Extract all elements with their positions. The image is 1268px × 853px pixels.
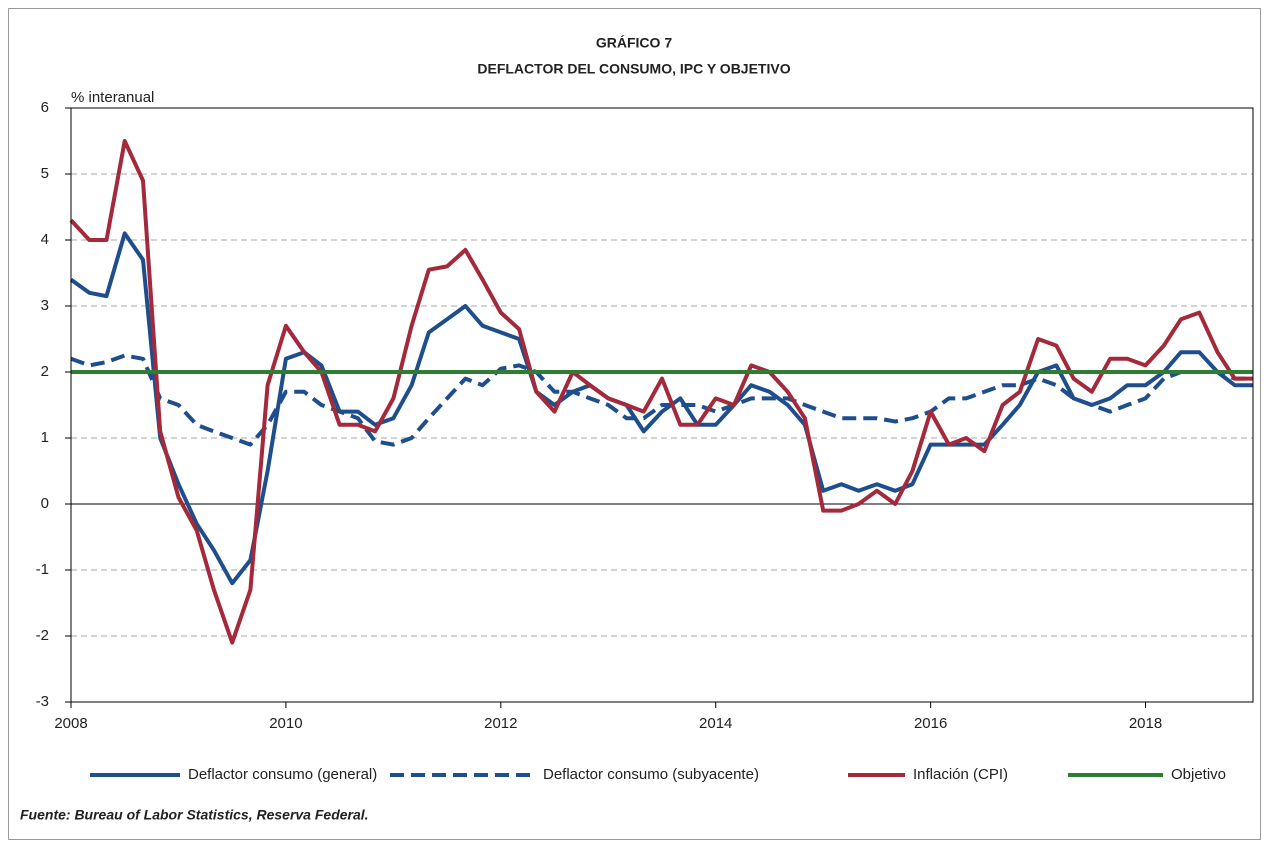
x-tick-label: 2016 bbox=[914, 715, 947, 732]
x-tick-label: 2014 bbox=[699, 715, 732, 732]
series-line bbox=[69, 139, 1253, 645]
x-tick-label: 2012 bbox=[484, 715, 517, 732]
y-tick-label: -3 bbox=[36, 693, 49, 710]
legend-label: Objetivo bbox=[1171, 766, 1226, 783]
legend-label: Inflación (CPI) bbox=[913, 766, 1008, 783]
y-tick-label: 1 bbox=[41, 429, 49, 446]
chart-title: GRÁFICO 7 bbox=[596, 35, 672, 51]
y-axis-label: % interanual bbox=[71, 89, 154, 106]
x-tick-label: 2010 bbox=[269, 715, 302, 732]
y-tick-label: -1 bbox=[36, 561, 49, 578]
x-tick-label: 2008 bbox=[54, 715, 87, 732]
series-line bbox=[70, 353, 1253, 447]
y-tick-label: -2 bbox=[36, 627, 49, 644]
source-note: Fuente: Bureau of Labor Statistics, Rese… bbox=[20, 807, 369, 823]
chart-subtitle: DEFLACTOR DEL CONSUMO, IPC Y OBJETIVO bbox=[477, 61, 790, 77]
legend-label: Deflactor consumo (subyacente) bbox=[543, 766, 759, 783]
series-line bbox=[69, 231, 1253, 586]
y-tick-label: 3 bbox=[41, 297, 49, 314]
y-tick-label: 5 bbox=[41, 165, 49, 182]
legend-label: Deflactor consumo (general) bbox=[188, 766, 377, 783]
plot-frame bbox=[70, 107, 1254, 703]
y-tick-label: 4 bbox=[41, 231, 49, 248]
frame bbox=[8, 8, 1261, 840]
y-tick-label: 6 bbox=[41, 99, 49, 116]
x-tick-label: 2018 bbox=[1129, 715, 1162, 732]
y-tick-label: 2 bbox=[41, 363, 49, 380]
y-tick-label: 0 bbox=[41, 495, 49, 512]
